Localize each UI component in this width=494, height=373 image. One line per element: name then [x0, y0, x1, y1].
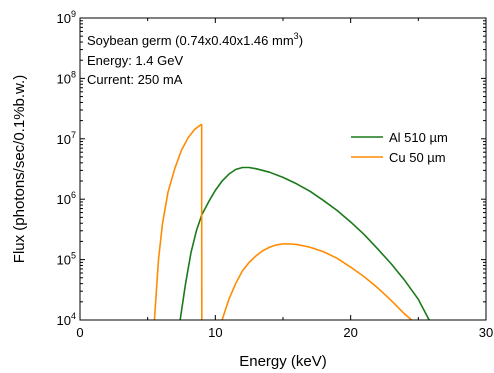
- x-axis-ticks: 0 10 20 30: [76, 18, 493, 340]
- x-axis-title: Energy (keV): [239, 353, 327, 370]
- series-curves: [153, 123, 430, 321]
- legend-label-al: Al 510 µm: [389, 130, 448, 145]
- series-line-0-seg-0: [179, 166, 430, 321]
- y-tick-label: 104: [57, 311, 76, 328]
- y-tick-label: 107: [57, 130, 76, 147]
- y-tick-label: 105: [57, 251, 76, 268]
- x-tick-label: 20: [343, 325, 357, 340]
- annotation-sample-prefix: Soybean germ (0.74x0.40x1.46 mm: [87, 33, 294, 48]
- y-tick-label: 108: [57, 69, 76, 86]
- annotation-sample: Soybean germ (0.74x0.40x1.46 mm3): [87, 31, 303, 48]
- series-line-1-seg-0: [153, 123, 203, 321]
- annotation-sample-suffix: ): [299, 33, 303, 48]
- y-axis-ticks: 104 105 106 107 108 109: [57, 9, 486, 328]
- y-axis-title: Flux (photons/sec/0.1%b.w.): [11, 75, 28, 263]
- annotation-energy: Energy: 1.4 GeV: [87, 53, 183, 68]
- legend: Al 510 µm Cu 50 µm: [351, 130, 448, 165]
- x-tick-label: 0: [76, 325, 83, 340]
- x-tick-label: 30: [479, 325, 493, 340]
- legend-label-cu: Cu 50 µm: [389, 150, 446, 165]
- annotation-current: Current: 250 mA: [87, 72, 183, 87]
- series-line-1-seg-2: [221, 243, 413, 321]
- annotation-sample-sup: 3: [294, 31, 299, 41]
- y-tick-label: 109: [57, 9, 76, 26]
- x-tick-label: 10: [208, 325, 222, 340]
- y-tick-label: 106: [57, 190, 76, 207]
